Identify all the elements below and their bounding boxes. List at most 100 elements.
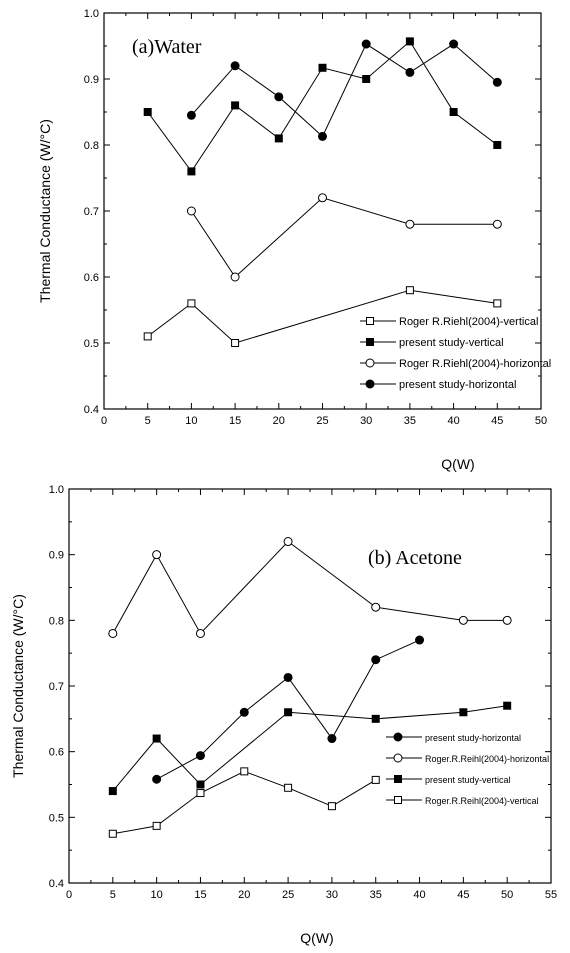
data-point xyxy=(152,550,162,560)
legend-marker xyxy=(394,796,402,804)
x-tick-label: 45 xyxy=(457,889,469,901)
x-tick-label: 40 xyxy=(413,889,425,901)
data-point xyxy=(318,131,327,141)
x-tick-label: 15 xyxy=(194,889,206,901)
y-tick-label: 0.4 xyxy=(84,404,99,416)
data-point xyxy=(361,39,371,49)
data-point xyxy=(458,615,468,625)
series-3 xyxy=(186,39,502,141)
legend-marker xyxy=(366,338,374,346)
y-tick-label: 0.8 xyxy=(84,140,99,152)
x-tick-label: 15 xyxy=(229,415,241,427)
x-tick-label: 45 xyxy=(491,415,503,427)
data-point xyxy=(186,206,196,216)
data-point xyxy=(492,77,502,87)
x-tick-label: 10 xyxy=(151,889,163,901)
data-point xyxy=(108,787,117,796)
data-point xyxy=(405,286,414,295)
data-point xyxy=(405,37,414,46)
x-tick-label: 30 xyxy=(326,889,338,901)
series-1 xyxy=(143,37,502,176)
legend: present study-horizontal Roger.R.Reihl(20… xyxy=(386,732,549,806)
data-point xyxy=(492,219,502,229)
x-tick-label: 30 xyxy=(360,415,372,427)
series-1 xyxy=(108,537,512,638)
series-line xyxy=(191,43,498,138)
series-line xyxy=(147,40,498,173)
y-tick-label: 0.7 xyxy=(49,681,64,693)
data-point xyxy=(186,110,196,120)
data-point xyxy=(239,707,249,717)
series-line xyxy=(190,197,498,278)
data-point xyxy=(318,63,327,72)
y-tick-label: 1.0 xyxy=(49,484,64,496)
data-point xyxy=(143,108,152,116)
series-0 xyxy=(152,635,425,784)
data-point xyxy=(152,821,161,830)
data-point xyxy=(327,734,337,744)
legend-marker xyxy=(365,358,375,368)
y-axis-label: Thermal Conductance (W/°C) xyxy=(37,119,53,303)
data-point xyxy=(283,672,293,682)
data-point xyxy=(152,734,161,743)
x-tick-label: 35 xyxy=(404,415,416,427)
data-point xyxy=(327,802,336,811)
series-2 xyxy=(186,193,502,282)
legend-label: Roger R.Riehl(2004)-vertical xyxy=(399,316,538,328)
legend-label: Roger.R.Reihl(2004)-horizontal xyxy=(425,754,549,764)
series-2 xyxy=(108,701,512,796)
data-point xyxy=(143,332,152,341)
legend-marker xyxy=(366,317,374,325)
series-3 xyxy=(108,767,380,838)
legend-marker xyxy=(394,775,402,783)
x-tick-label: 50 xyxy=(501,889,513,901)
series-line xyxy=(112,770,376,835)
y-axis-label: Thermal Conductance (W/°C) xyxy=(10,594,26,778)
legend-label: present study-horizontal xyxy=(425,733,521,743)
data-point xyxy=(195,628,205,638)
y-tick-label: 0.5 xyxy=(84,338,99,350)
y-tick-label: 0.8 xyxy=(49,615,64,627)
data-point xyxy=(283,537,293,547)
x-tick-label: 10 xyxy=(185,415,197,427)
x-tick-label: 25 xyxy=(316,415,328,427)
data-point xyxy=(502,615,512,625)
legend-marker xyxy=(393,732,403,742)
plot-frame xyxy=(103,12,542,410)
legend-label: present study-vertical xyxy=(399,337,504,349)
panel-title: (a)Water xyxy=(132,36,202,58)
x-axis-label: Q(W) xyxy=(300,930,333,946)
y-tick-label: 1.0 xyxy=(84,8,99,20)
chart-water: 0 5 10 15 20 25 30 35 40 45 50 0.4 0.5 0.6 0.7 0.8 0.9 1.… xyxy=(37,8,551,472)
legend-label: present study-horizontal xyxy=(399,379,516,391)
y-tick-label: 0.6 xyxy=(84,272,99,284)
data-point xyxy=(230,272,240,282)
legend-marker xyxy=(393,753,403,763)
data-point xyxy=(230,61,240,71)
data-point xyxy=(318,193,327,203)
panel-title: (b) Acetone xyxy=(368,547,462,569)
data-point xyxy=(362,75,371,83)
data-point xyxy=(459,708,468,717)
chart-acetone: 0 5 10 15 20 25 30 35 40 45 50 55 0.4 0.5 0.6 0.7 0.8 0.9… xyxy=(10,484,557,946)
data-point xyxy=(415,635,425,645)
data-point xyxy=(503,701,512,710)
data-point xyxy=(196,780,205,789)
x-tick-label: 40 xyxy=(447,415,459,427)
data-point xyxy=(493,299,502,308)
data-point xyxy=(196,789,205,798)
data-point xyxy=(231,101,240,110)
data-point xyxy=(405,219,415,229)
x-tick-label: 50 xyxy=(535,415,547,427)
data-point xyxy=(449,108,458,116)
data-point xyxy=(371,714,380,723)
legend-label: Roger.R.Reihl(2004)-vertical xyxy=(425,796,539,806)
x-axis-label: Q(W) xyxy=(441,456,474,472)
x-tick-label: 0 xyxy=(66,889,72,901)
plot-frame xyxy=(68,488,552,884)
data-point xyxy=(187,167,196,176)
data-point xyxy=(108,628,118,638)
series-0 xyxy=(143,286,502,347)
x-tick-label: 0 xyxy=(101,415,107,427)
data-point xyxy=(284,783,293,792)
